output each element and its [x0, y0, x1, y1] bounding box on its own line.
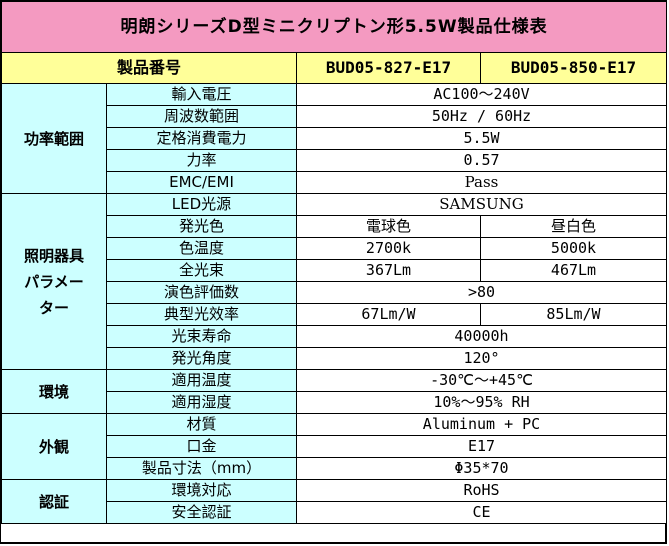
- table-row: 光束寿命 40000h: [2, 325, 668, 348]
- row-label: 環境対応: [106, 479, 297, 502]
- row-value: E17: [295, 435, 668, 458]
- row-label: 安全認証: [106, 501, 297, 524]
- table-row: 環境 適用温度 -30℃～+45℃: [1, 369, 668, 414]
- row-value: Φ35*70: [295, 457, 668, 480]
- table-row: 力率 0.57: [2, 149, 668, 172]
- table-row: 外観 材質 Aluminum + PC: [1, 413, 668, 480]
- row-value-850: 昼白色: [479, 215, 668, 238]
- category-certification: 認証: [1, 479, 107, 524]
- table-row: 照明器具 パラメー ター LED光源 SAMSUNG: [1, 193, 668, 370]
- row-label: 輸入電圧: [106, 83, 297, 106]
- row-label: EMC/EMI: [106, 171, 297, 194]
- row-label: LED光源: [106, 193, 297, 216]
- row-label: 周波数範囲: [106, 105, 297, 128]
- table-row: 発光角度 120°: [2, 347, 668, 370]
- row-value-827: 2700k: [296, 237, 481, 260]
- row-value-827: 67Lm/W: [296, 303, 481, 326]
- row-label: 演色評価数: [106, 281, 297, 304]
- row-label: 製品寸法（mm）: [106, 457, 297, 480]
- row-value: 40000h: [295, 325, 668, 348]
- row-label: 色温度: [106, 237, 297, 260]
- row-value: 50Hz / 60Hz: [295, 105, 668, 128]
- table-row: 適用湿度 10%～95% RH: [2, 391, 668, 414]
- model-number-850: BUD05-850-E17: [479, 52, 668, 84]
- category-line: ター: [38, 298, 69, 317]
- product-number-label: 製品番号: [1, 52, 297, 84]
- row-value: -30℃～+45℃: [295, 369, 668, 392]
- category-line: 照明器具: [23, 246, 84, 265]
- row-value: 10%～95% RH: [295, 391, 668, 414]
- model-number-827: BUD05-827-E17: [296, 52, 481, 84]
- table-title: 明朗シリーズD型ミニクリプトン形5.5W製品仕様表: [0, 1, 668, 53]
- row-value: RoHS: [295, 479, 668, 502]
- row-label: 材質: [106, 413, 297, 436]
- row-label: 口金: [106, 435, 297, 458]
- table-row: 周波数範囲 50Hz / 60Hz: [2, 105, 668, 128]
- row-value-850: 85Lm/W: [479, 303, 668, 326]
- row-label: 適用温度: [106, 369, 297, 392]
- table-row: 色温度 2700k 5000k: [2, 237, 668, 260]
- category-line: パラメー: [24, 272, 84, 291]
- row-label: 適用湿度: [106, 391, 297, 414]
- row-value-827: 電球色: [296, 215, 481, 238]
- table-row: 全光束 367Lm 467Lm: [2, 259, 668, 282]
- row-value: Pass: [295, 171, 668, 194]
- row-value: 0.57: [295, 149, 668, 172]
- row-label: 力率: [106, 149, 297, 172]
- table-row: 定格消費電力 5.5W: [2, 127, 668, 150]
- row-label: 光束寿命: [106, 325, 297, 348]
- table-row: 安全認証 CE: [2, 501, 668, 524]
- category-power: 功率範囲: [1, 83, 107, 194]
- table-row: 典型光效率 67Lm/W 85Lm/W: [2, 303, 668, 326]
- row-value: Aluminum + PC: [295, 413, 668, 436]
- row-label: 定格消費電力: [106, 127, 297, 150]
- table-row: 口金 E17: [2, 435, 668, 458]
- row-label: 典型光效率: [106, 303, 297, 326]
- table-row: 発光色 電球色 昼白色: [2, 215, 668, 238]
- row-label: 発光角度: [106, 347, 297, 370]
- row-value: 5.5W: [295, 127, 668, 150]
- row-label: 全光束: [106, 259, 297, 282]
- row-value-827: 367Lm: [296, 259, 481, 282]
- category-environment: 環境: [1, 369, 107, 414]
- row-label: 発光色: [106, 215, 297, 238]
- category-lighting: 照明器具 パラメー ター: [1, 193, 107, 370]
- row-value: >80: [295, 281, 668, 304]
- category-appearance: 外観: [1, 413, 107, 480]
- row-value: CE: [295, 501, 668, 524]
- title-row: 明朗シリーズD型ミニクリプトン形5.5W製品仕様表: [0, 1, 668, 53]
- table-row: 功率範囲 輸入電圧 AC100～240V: [1, 83, 668, 194]
- row-value-850: 5000k: [479, 237, 668, 260]
- row-value: 120°: [295, 347, 668, 370]
- table-row: 認証 環境対応 RoHS: [1, 479, 668, 524]
- table-row: 製品寸法（mm） Φ35*70: [2, 457, 668, 480]
- row-value: AC100～240V: [295, 83, 668, 106]
- table-row: 演色評価数 >80: [2, 281, 668, 304]
- row-value-850: 467Lm: [479, 259, 668, 282]
- row-value: SAMSUNG: [295, 193, 668, 216]
- spec-table: 明朗シリーズD型ミニクリプトン形5.5W製品仕様表 製品番号 BUD05-827…: [0, 1, 668, 524]
- header-row: 製品番号 BUD05-827-E17 BUD05-850-E17: [1, 52, 668, 84]
